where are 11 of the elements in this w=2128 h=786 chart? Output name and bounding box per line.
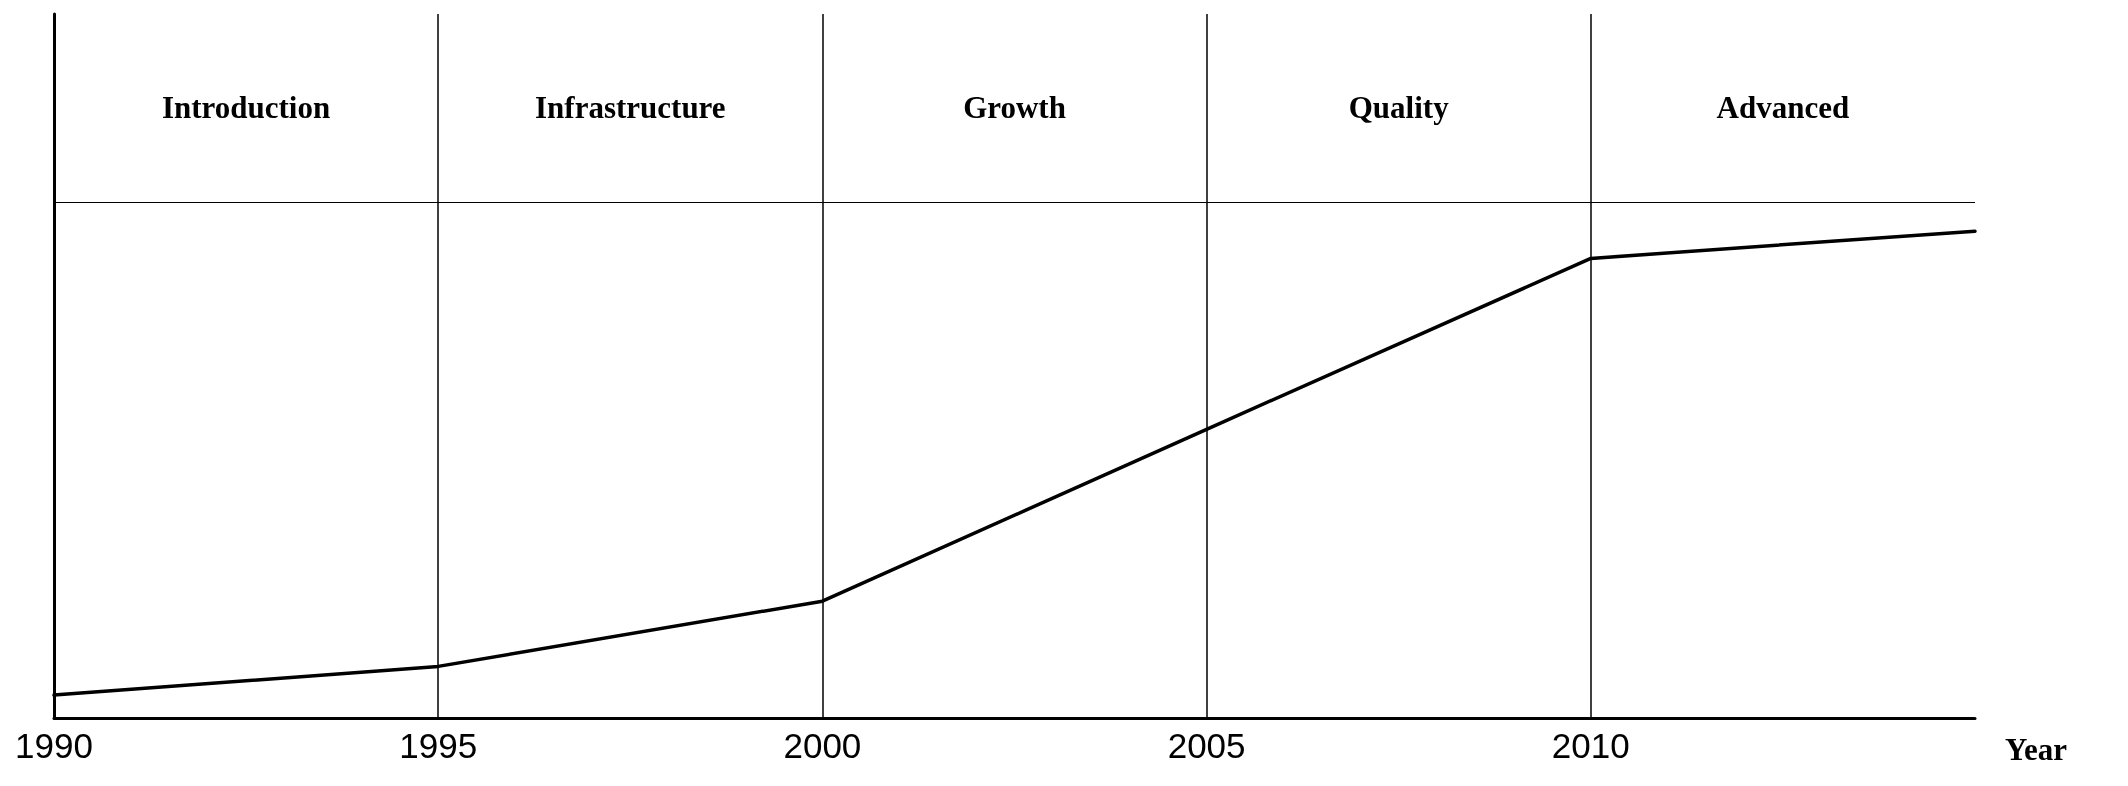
x-axis-title: Year [2005, 732, 2068, 767]
x-tick-label: 1995 [399, 726, 478, 765]
text: Quality [1348, 90, 1450, 126]
text: Advanced [1716, 90, 1850, 126]
text: Growth [963, 90, 1066, 126]
x-tick-label: 2010 [1551, 726, 1630, 765]
text: Infrastructure [535, 90, 726, 126]
x-tick-label: 2000 [783, 726, 862, 765]
x-tick-label: 1990 [15, 726, 93, 765]
x-tick-label: 2005 [1167, 726, 1246, 765]
text: Introduction [161, 90, 331, 126]
